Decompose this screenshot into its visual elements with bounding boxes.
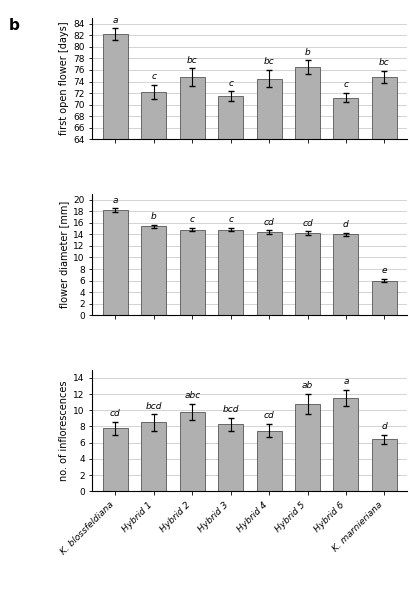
Bar: [372, 280, 397, 315]
Text: c: c: [344, 80, 349, 89]
Text: b: b: [151, 212, 157, 221]
Text: c: c: [151, 72, 156, 81]
Text: bc: bc: [187, 56, 198, 65]
Bar: [142, 92, 166, 509]
Bar: [103, 34, 128, 509]
Text: cd: cd: [302, 219, 313, 228]
Bar: [295, 233, 320, 315]
Text: abc: abc: [184, 391, 200, 400]
Bar: [218, 96, 243, 509]
Bar: [372, 440, 397, 491]
Bar: [180, 230, 205, 315]
Y-axis label: first open flower [days]: first open flower [days]: [59, 22, 69, 135]
Bar: [180, 77, 205, 509]
Text: a: a: [113, 196, 118, 205]
Bar: [103, 210, 128, 315]
Text: bc: bc: [264, 58, 275, 66]
Bar: [257, 232, 281, 315]
Bar: [218, 230, 243, 315]
Text: d: d: [381, 422, 387, 431]
Text: cd: cd: [264, 412, 275, 420]
Y-axis label: no. of inflorescences: no. of inflorescences: [59, 380, 69, 481]
Text: ab: ab: [302, 382, 313, 391]
Text: b: b: [8, 18, 19, 33]
Bar: [257, 78, 281, 509]
Text: a: a: [113, 16, 118, 25]
Bar: [333, 98, 358, 509]
Text: b: b: [304, 47, 310, 56]
Bar: [180, 412, 205, 491]
Text: cd: cd: [110, 409, 121, 418]
Text: bcd: bcd: [223, 405, 239, 414]
Text: bc: bc: [379, 59, 390, 68]
Bar: [295, 404, 320, 491]
Text: d: d: [343, 220, 349, 229]
Text: c: c: [228, 78, 233, 87]
Text: a: a: [343, 377, 349, 386]
Bar: [333, 234, 358, 315]
Text: e: e: [382, 266, 387, 275]
Text: c: c: [190, 216, 195, 225]
Bar: [257, 431, 281, 491]
Bar: [103, 428, 128, 491]
Text: bcd: bcd: [146, 402, 162, 411]
Bar: [372, 77, 397, 509]
Bar: [142, 226, 166, 315]
Bar: [333, 398, 358, 491]
Y-axis label: flower diameter [mm]: flower diameter [mm]: [59, 201, 69, 308]
Text: c: c: [228, 216, 233, 225]
Bar: [295, 67, 320, 509]
Bar: [218, 424, 243, 491]
Bar: [142, 422, 166, 491]
Text: cd: cd: [264, 217, 275, 226]
